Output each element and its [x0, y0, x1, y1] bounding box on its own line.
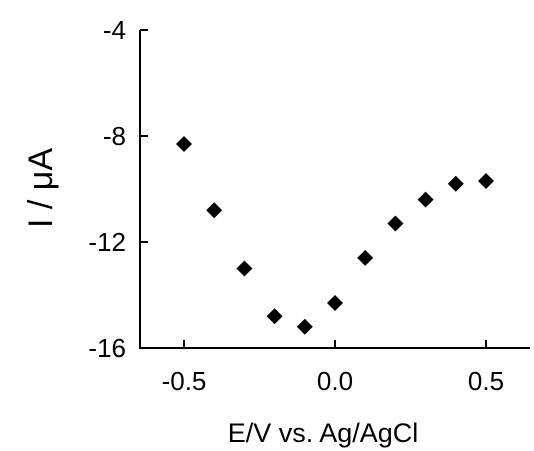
x-tick-label: 0.5 — [468, 366, 504, 396]
x-tick-label: -0.5 — [162, 366, 207, 396]
x-tick-label: 0.0 — [317, 366, 353, 396]
data-point — [236, 260, 253, 277]
data-point — [176, 135, 192, 152]
y-tick-label: -16 — [88, 333, 126, 363]
data-point — [296, 318, 313, 335]
y-tick-label: -8 — [103, 121, 126, 151]
data-point — [417, 191, 434, 208]
data-point — [478, 173, 494, 190]
data-markers — [176, 135, 494, 335]
y-tick-label: -4 — [103, 15, 126, 45]
data-point — [206, 202, 223, 219]
data-point — [447, 175, 464, 192]
data-point — [387, 215, 404, 232]
x-axis-label: E/V vs. Ag/AgCl — [228, 418, 419, 448]
data-point — [266, 308, 283, 325]
x-ticks: -0.5 0.0 0.5 — [162, 340, 504, 396]
y-ticks: -4 -8 -12 -16 — [88, 15, 148, 363]
y-axis-label: I / μA — [22, 148, 60, 228]
data-point — [327, 294, 343, 311]
data-point — [357, 249, 374, 266]
y-tick-label: -12 — [88, 227, 126, 257]
